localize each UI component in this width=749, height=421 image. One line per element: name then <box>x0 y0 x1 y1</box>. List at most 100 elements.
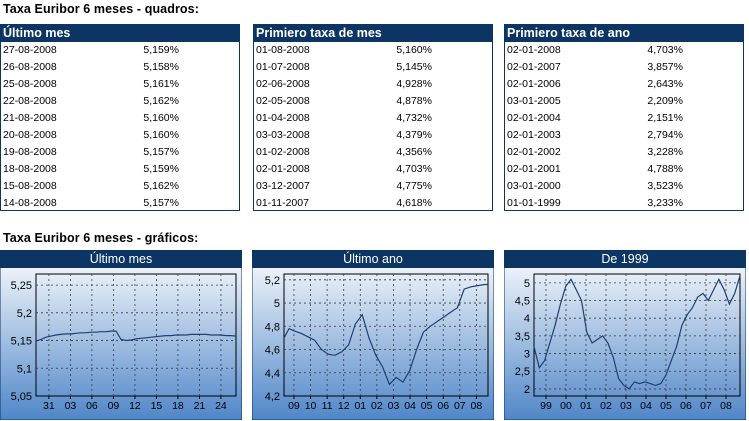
row-value: 2,643% <box>647 78 683 90</box>
y-tick-label: 5 <box>524 278 530 290</box>
row-date: 25-08-2008 <box>3 78 57 90</box>
y-tick-label: 5,2 <box>17 308 32 320</box>
row-date: 02-01-2006 <box>507 78 561 90</box>
table-row: 02-01-2004 2,151% <box>505 110 743 127</box>
row-value: 5,160% <box>143 129 179 141</box>
y-tick-label: 4,4 <box>265 368 280 380</box>
row-date: 01-02-2008 <box>256 146 310 158</box>
row-date: 02-06-2008 <box>256 78 310 90</box>
table-row: 01-11-2007 4,618% <box>254 195 492 212</box>
row-value: 5,160% <box>143 112 179 124</box>
row-date: 02-01-2001 <box>507 163 561 175</box>
table-row: 02-01-2002 3,228% <box>505 144 743 161</box>
y-tick-label: 5,05 <box>11 391 32 403</box>
y-tick-label: 5,2 <box>265 275 280 287</box>
x-tick-label: 06 <box>437 400 449 412</box>
row-value: 4,356% <box>396 146 432 158</box>
row-date: 01-01-1999 <box>507 197 561 209</box>
row-date: 27-08-2008 <box>3 44 57 56</box>
table-row: 02-01-2006 2,643% <box>505 76 743 93</box>
x-tick-label: 00 <box>560 400 572 412</box>
row-value: 4,788% <box>647 163 683 175</box>
x-tick-label: 04 <box>640 400 652 412</box>
table-first-rate-of-month: Primiero taxa de mes 01-08-2008 5,160% 01-… <box>253 24 493 211</box>
x-tick-label: 06 <box>680 400 692 412</box>
table-row: 18-08-2008 5,159% <box>1 161 239 178</box>
x-tick-label: 02 <box>600 400 612 412</box>
x-tick-label: 05 <box>421 400 433 412</box>
table-row: 25-08-2008 5,161% <box>1 76 239 93</box>
row-date: 01-07-2008 <box>256 61 310 73</box>
row-date: 02-01-2002 <box>507 146 561 158</box>
row-value: 4,618% <box>396 197 432 209</box>
table-first-rate-of-year: Primiero taxa de ano 02-01-2008 4,703% 02-… <box>504 24 744 211</box>
y-tick-label: 5,25 <box>11 280 32 292</box>
series-line <box>283 283 488 386</box>
row-value: 2,151% <box>647 112 683 124</box>
table-row: 03-03-2008 4,379% <box>254 127 492 144</box>
plot-frame <box>533 273 741 397</box>
x-tick-label: 01 <box>580 400 592 412</box>
row-value: 5,159% <box>143 44 179 56</box>
table-row: 01-02-2008 4,356% <box>254 144 492 161</box>
table-row: 26-08-2008 5,158% <box>1 59 239 76</box>
x-tick-label: 07 <box>454 400 466 412</box>
table-row: 01-07-2008 5,145% <box>254 59 492 76</box>
x-tick-label: 05 <box>660 400 672 412</box>
table-row: 15-08-2008 5,162% <box>1 178 239 195</box>
row-date: 26-08-2008 <box>3 61 57 73</box>
series-line <box>533 275 741 390</box>
table-row: 19-08-2008 5,157% <box>1 144 239 161</box>
x-tick-label: 07 <box>700 400 712 412</box>
y-tick-label: 2,5 <box>515 366 530 378</box>
y-tick-label: 3 <box>524 349 530 361</box>
row-value: 5,157% <box>143 197 179 209</box>
x-tick-label: 21 <box>194 400 206 412</box>
row-date: 02-01-2008 <box>256 163 310 175</box>
y-tick-label: 4,2 <box>265 391 280 403</box>
table-row: 21-08-2008 5,160% <box>1 110 239 127</box>
table-row: 02-05-2008 4,878% <box>254 93 492 110</box>
x-tick-label: 03 <box>65 400 77 412</box>
row-date: 01-04-2008 <box>256 112 310 124</box>
row-date: 21-08-2008 <box>3 112 57 124</box>
table-row: 03-01-2005 2,209% <box>505 93 743 110</box>
row-value: 4,775% <box>396 180 432 192</box>
chart-title: Último ano <box>343 251 403 266</box>
row-value: 4,703% <box>647 44 683 56</box>
table-row: 27-08-2008 5,159% <box>1 42 239 59</box>
x-tick-label: 03 <box>388 400 400 412</box>
table-row: 02-01-2008 4,703% <box>254 161 492 178</box>
table-row: 02-06-2008 4,928% <box>254 76 492 93</box>
y-tick-label: 3,5 <box>515 331 530 343</box>
row-date: 03-01-2000 <box>507 180 561 192</box>
row-value: 2,209% <box>647 95 683 107</box>
row-value: 5,158% <box>143 61 179 73</box>
x-tick-label: 24 <box>215 400 227 412</box>
y-tick-label: 4,8 <box>265 321 280 333</box>
row-value: 4,928% <box>396 78 432 90</box>
table-header: Primiero taxa de mes <box>254 25 492 42</box>
y-tick-label: 5 <box>274 298 280 310</box>
x-tick-label: 03 <box>620 400 632 412</box>
charts-section-title: Taxa Euribor 6 meses - gráficos: <box>3 231 199 245</box>
row-date: 15-08-2008 <box>3 180 57 192</box>
table-row: 03-01-2000 3,523% <box>505 178 743 195</box>
chart-background <box>252 250 494 420</box>
chart-background <box>504 250 746 420</box>
chart-header-bar <box>504 250 746 268</box>
x-tick-label: 10 <box>305 400 317 412</box>
row-value: 4,379% <box>396 129 432 141</box>
row-value: 3,233% <box>647 197 683 209</box>
plot-frame <box>283 273 489 397</box>
row-value: 5,159% <box>143 163 179 175</box>
y-tick-label: 4 <box>524 313 530 325</box>
table-row: 01-08-2008 5,160% <box>254 42 492 59</box>
row-value: 5,160% <box>396 44 432 56</box>
table-row: 02-01-2003 2,794% <box>505 127 743 144</box>
row-value: 3,523% <box>647 180 683 192</box>
y-tick-label: 4,5 <box>515 296 530 308</box>
y-tick-label: 5,1 <box>17 363 32 375</box>
row-date: 22-08-2008 <box>3 95 57 107</box>
row-date: 02-05-2008 <box>256 95 310 107</box>
